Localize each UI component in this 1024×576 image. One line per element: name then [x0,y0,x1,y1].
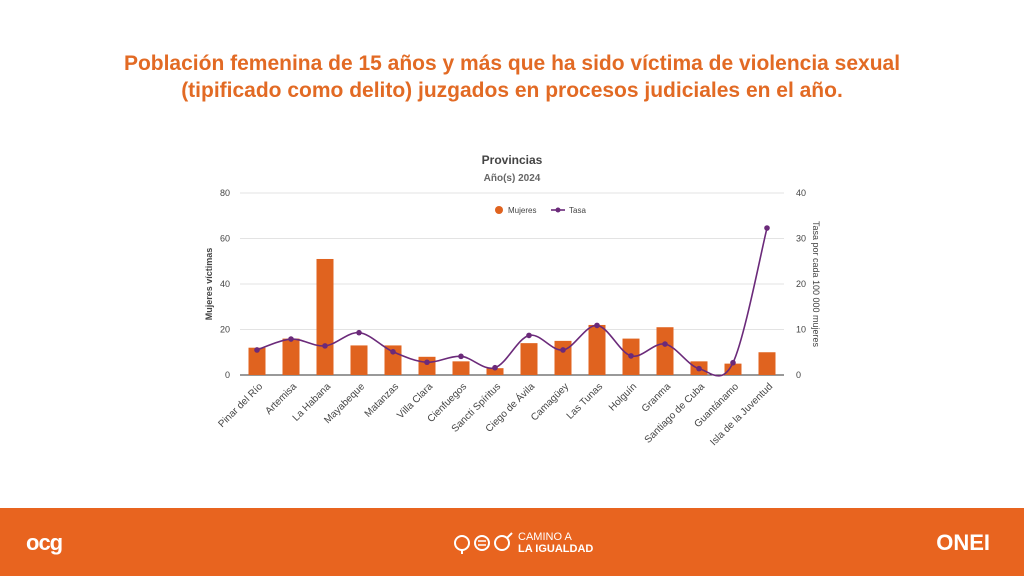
point-tasa [458,353,464,360]
x-tick-label: Santiago de Cuba [643,381,708,446]
point-tasa [594,322,600,329]
camino-line-2: LA IGUALDAD [518,543,594,555]
bar-mujeres [724,363,742,375]
legend-label-mujeres: Mujeres [508,206,536,215]
point-tasa [254,347,260,353]
legend-swatch-tasa [555,207,561,213]
camino-igualdad-logo: CAMINO A LA IGUALDAD [452,528,593,558]
x-tick-label: Isla de la Juventud [708,381,775,448]
chart-title: Provincias [482,153,543,167]
y-right-tick-label: 20 [796,279,806,289]
x-tick-label: Holguín [607,381,639,413]
equality-symbol-icon [454,532,513,554]
line-series-tasa [254,225,770,377]
point-tasa [424,359,430,366]
x-tick-label: Granma [640,381,674,415]
point-tasa [696,365,702,372]
y-right-tick-label: 30 [796,234,806,244]
legend-swatch-mujeres [495,206,503,214]
y-right-tick-label: 10 [796,325,806,335]
y-left-tick-label: 80 [220,188,230,198]
point-tasa [526,332,532,339]
bar-mujeres [316,258,334,375]
point-tasa [492,364,498,371]
chart-subtitle: Año(s) 2024 [484,173,541,184]
onei-logo: ONEI [936,530,990,555]
x-tick-label: Pinar del Río [216,381,265,430]
ocg-logo: ocg [26,530,63,555]
bar-series-mujeres [248,258,776,375]
y-left-tick-label: 40 [220,279,230,289]
bar-mujeres [588,324,606,375]
bar-mujeres [554,340,572,375]
point-tasa [730,359,736,366]
point-tasa [390,348,396,355]
bar-line-chart: Provincias Año(s) 2024 0 20 40 60 80 0 10 20 30 4… [204,153,821,448]
y-left-tick-label: 60 [220,234,230,244]
point-tasa [322,343,328,349]
chart-legend: Mujeres Tasa [495,206,586,215]
legend-label-tasa: Tasa [569,206,586,215]
bar-mujeres [656,327,674,375]
y-right-tick-label: 0 [796,370,801,380]
point-tasa [560,347,566,353]
point-tasa [628,353,634,359]
line-tasa [256,227,768,377]
y-right-axis-label: Tasa por cada 100 000 mujeres [811,221,821,348]
bar-mujeres [248,347,266,375]
bar-mujeres [758,352,776,375]
bar-mujeres [486,368,504,375]
bar-mujeres [282,338,300,375]
chart-axes: 0 20 40 60 80 0 10 20 30 40 Mujeres víctimas Tasa p… [204,188,821,448]
camino-line-1: CAMINO A [518,531,572,543]
y-right-tick-label: 40 [796,188,806,198]
point-tasa [662,341,668,347]
point-tasa [764,225,770,231]
x-tick-label: Las Tunas [565,381,605,421]
page-title-line-2: (tipificado como delito) juzgados en pro… [181,79,843,102]
y-left-tick-label: 20 [220,325,230,335]
y-left-tick-label: 0 [225,370,230,380]
bar-mujeres [452,361,470,375]
bar-mujeres [350,345,368,375]
page-title-line-1: Población femenina de 15 años y más que … [123,52,901,75]
point-tasa [288,336,294,342]
page-title: Población femenina de 15 años y más que … [0,50,1024,104]
y-left-axis-label: Mujeres víctimas [204,248,214,321]
footer-bar: ocg CAMINO A LA IGUALDAD ONEI [0,508,1024,576]
bar-mujeres [520,343,538,375]
point-tasa [356,329,362,336]
